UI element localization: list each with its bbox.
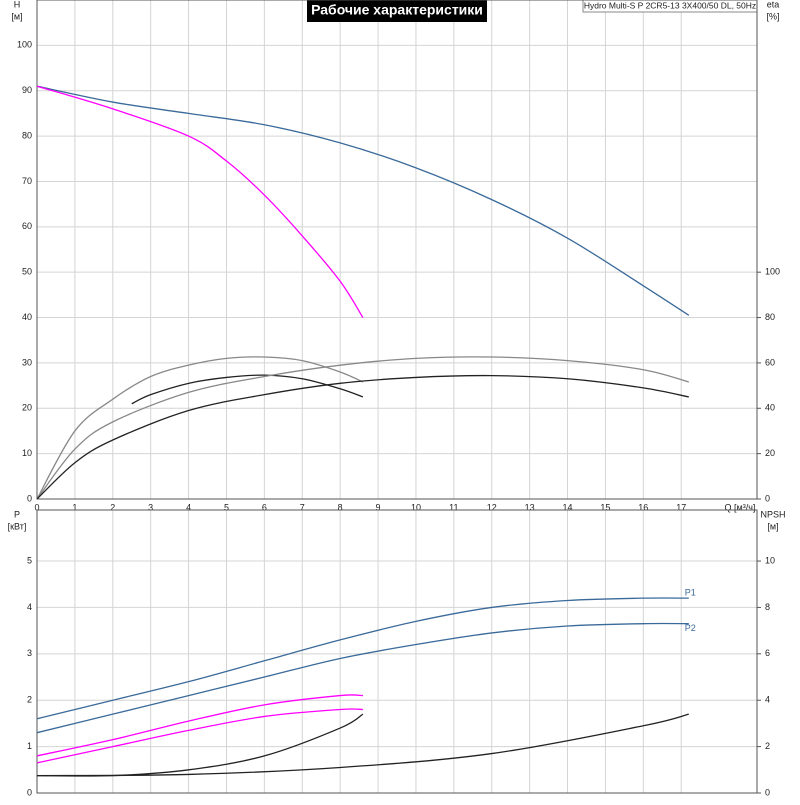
legend-label: P1 bbox=[685, 588, 696, 598]
x-axis-label: Q [м³/ч] bbox=[725, 502, 756, 512]
y-axis-unit: [м] bbox=[11, 11, 22, 21]
x-tick-label: 8 bbox=[338, 502, 343, 512]
y-tick-label: 60 bbox=[22, 221, 32, 231]
legend-label: P2 bbox=[685, 623, 696, 633]
x-tick-label: 12 bbox=[487, 502, 497, 512]
x-tick-label: 3 bbox=[148, 502, 153, 512]
x-tick-label: 17 bbox=[676, 502, 686, 512]
chart-title: Рабочие характеристики bbox=[311, 2, 483, 18]
x-tick-label: 11 bbox=[449, 502, 458, 512]
y2-tick-label: 80 bbox=[765, 312, 775, 322]
y2-tick-label: 40 bbox=[765, 403, 775, 413]
y2-tick-label: 2 bbox=[765, 741, 770, 751]
data-line bbox=[36, 597, 689, 720]
data-line bbox=[36, 713, 689, 777]
y-axis-label: P bbox=[14, 509, 20, 519]
title-box bbox=[307, 0, 487, 22]
x-tick-label: 14 bbox=[563, 502, 573, 512]
y2-tick-label: 60 bbox=[765, 357, 775, 367]
x-tick-label: 10 bbox=[411, 502, 421, 512]
x-tick-label: 9 bbox=[376, 502, 381, 512]
y-tick-label: 0 bbox=[27, 493, 32, 503]
plot-frame bbox=[36, 0, 758, 500]
y2-tick-label: 100 bbox=[765, 267, 780, 277]
y2-axis-label: NPSH bbox=[760, 509, 785, 519]
data-line bbox=[36, 708, 363, 764]
y-tick-label: 2 bbox=[27, 695, 32, 705]
x-tick-label: 1 bbox=[72, 502, 77, 512]
y2-axis-label: eta bbox=[767, 0, 780, 9]
y2-axis-unit: [м] bbox=[767, 521, 778, 531]
y2-tick-label: 4 bbox=[765, 695, 770, 705]
y-tick-label: 70 bbox=[22, 176, 32, 186]
x-tick-label: 4 bbox=[186, 502, 191, 512]
y-axis-unit: [кВт] bbox=[8, 521, 27, 531]
data-line bbox=[36, 85, 690, 316]
x-tick-label: 6 bbox=[262, 502, 267, 512]
data-line bbox=[36, 85, 364, 318]
y2-tick-label: 20 bbox=[765, 448, 775, 458]
subtitle: Hydro Multi-S P 2CR5-13 3X400/50 DL, 50H… bbox=[584, 0, 756, 10]
x-tick-label: 0 bbox=[34, 502, 39, 512]
y-tick-label: 100 bbox=[17, 40, 32, 50]
y-axis-label: H bbox=[14, 0, 21, 9]
y2-tick-label: 6 bbox=[765, 648, 770, 658]
y2-tick-label: 8 bbox=[765, 602, 770, 612]
x-tick-label: 15 bbox=[600, 502, 610, 512]
data-line bbox=[36, 374, 689, 500]
x-tick-label: 2 bbox=[110, 502, 115, 512]
data-line bbox=[36, 622, 689, 734]
data-line bbox=[131, 374, 364, 405]
y-tick-label: 1 bbox=[27, 741, 32, 751]
x-tick-label: 16 bbox=[638, 502, 648, 512]
y-tick-label: 10 bbox=[22, 448, 32, 458]
y-tick-label: 50 bbox=[22, 267, 32, 277]
x-tick-label: 7 bbox=[300, 502, 305, 512]
y2-tick-label: 0 bbox=[765, 493, 770, 503]
y2-tick-label: 10 bbox=[765, 555, 775, 565]
y-tick-label: 3 bbox=[27, 648, 32, 658]
y-tick-label: 20 bbox=[22, 403, 32, 413]
y-tick-label: 30 bbox=[22, 357, 32, 367]
y-tick-label: 0 bbox=[27, 787, 32, 797]
y-tick-label: 4 bbox=[27, 602, 32, 612]
y2-tick-label: 0 bbox=[765, 787, 770, 797]
x-tick-label: 13 bbox=[525, 502, 535, 512]
plot-frame bbox=[36, 509, 758, 794]
y-tick-label: 5 bbox=[27, 555, 32, 565]
y-tick-label: 90 bbox=[22, 85, 32, 95]
x-tick-label: 5 bbox=[224, 502, 229, 512]
y-tick-label: 40 bbox=[22, 312, 32, 322]
data-line bbox=[36, 694, 363, 757]
data-line bbox=[36, 356, 364, 500]
y-tick-label: 80 bbox=[22, 130, 32, 140]
y2-axis-unit: [%] bbox=[766, 11, 779, 21]
data-line bbox=[36, 356, 689, 500]
